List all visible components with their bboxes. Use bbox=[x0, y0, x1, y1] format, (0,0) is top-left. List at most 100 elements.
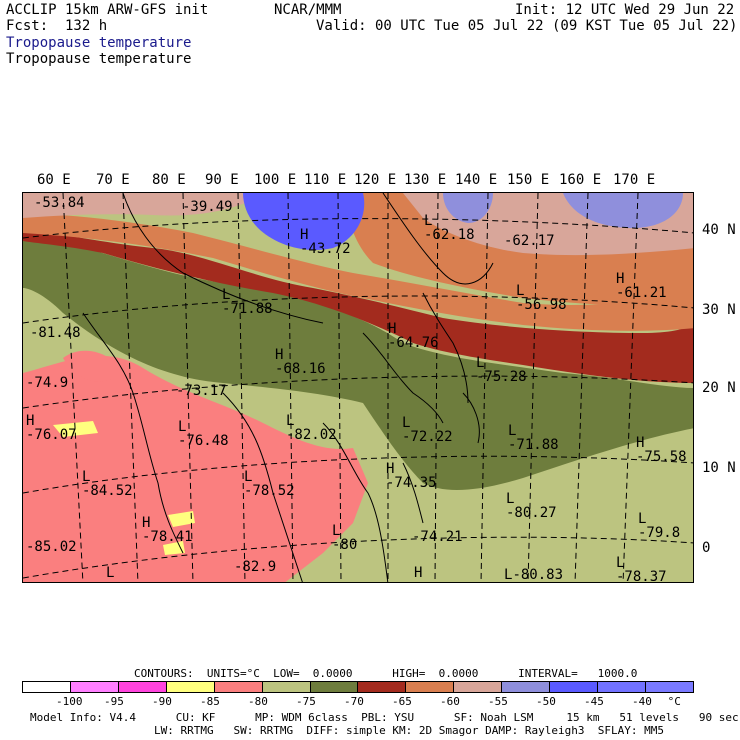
lon-label: 70 E bbox=[96, 172, 130, 188]
map-marker: -85.02 bbox=[26, 540, 77, 554]
lat-label: 30 N bbox=[702, 302, 736, 318]
map-marker: -39.49 bbox=[182, 200, 233, 214]
map-marker: L -62.18 bbox=[424, 214, 475, 242]
marker-value: -72.22 bbox=[402, 429, 453, 445]
map-marker: L -78.52 bbox=[244, 470, 295, 498]
marker-value: -73.17 bbox=[176, 383, 227, 399]
marker-letter: H bbox=[275, 347, 284, 363]
lon-label: 80 E bbox=[152, 172, 186, 188]
marker-letter: H bbox=[388, 321, 397, 337]
physics-info: LW: RRTMG SW: RRTMG DIFF: simple KM: 2D … bbox=[154, 724, 664, 737]
marker-letter: L bbox=[106, 565, 115, 581]
valid-time: Valid: 00 UTC Tue 05 Jul 22 (09 KST Tue … bbox=[316, 18, 738, 34]
lon-label: 110 E bbox=[304, 172, 347, 188]
marker-value: -74.21 bbox=[412, 529, 463, 545]
marker-value: -80 bbox=[332, 537, 358, 553]
marker-value: -80.83 bbox=[512, 567, 564, 583]
colorbar-swatch bbox=[118, 682, 167, 692]
colorbar-label: -60 bbox=[440, 695, 460, 708]
colorbar-label: -100 bbox=[56, 695, 83, 708]
marker-value: -62.17 bbox=[504, 233, 555, 249]
lat-label: 40 N bbox=[702, 222, 736, 238]
marker-letter: L bbox=[516, 283, 525, 299]
marker-letter: H bbox=[636, 435, 645, 451]
map-marker: L -72.22 bbox=[402, 416, 453, 444]
model-info: Model Info: V4.4 CU: KF MP: WDM 6class P… bbox=[30, 711, 739, 724]
lon-label: 170 E bbox=[613, 172, 656, 188]
colorbar-swatch bbox=[502, 682, 551, 692]
marker-letter: L bbox=[286, 413, 295, 429]
colorbar bbox=[22, 681, 694, 693]
colorbar-label: °C bbox=[667, 695, 681, 708]
map-marker: -74.21 bbox=[412, 530, 463, 544]
map-marker: -74.9 bbox=[26, 376, 68, 390]
marker-value: -78.41 bbox=[142, 529, 193, 545]
marker-value: -43.72 bbox=[300, 241, 351, 257]
map-marker: L -56.98 bbox=[516, 284, 567, 312]
map-marker: L -71.88 bbox=[222, 288, 273, 316]
marker-letter: H bbox=[26, 413, 35, 429]
marker-value: -76.48 bbox=[178, 433, 229, 449]
colorbar-swatch bbox=[598, 682, 646, 692]
marker-value: -71.88 bbox=[508, 437, 559, 453]
lon-label: 140 E bbox=[455, 172, 498, 188]
marker-letter: L bbox=[424, 213, 433, 229]
map-marker: L bbox=[106, 566, 114, 580]
marker-value: -78.37 bbox=[616, 569, 667, 585]
colorbar-label: -95 bbox=[104, 695, 124, 708]
map-marker: H -76.07 bbox=[26, 414, 77, 442]
marker-value: -39.49 bbox=[182, 199, 233, 215]
map-marker: L -79.8 bbox=[638, 512, 680, 540]
map-marker: -53.84 bbox=[34, 196, 85, 210]
colorbar-swatch bbox=[214, 682, 263, 692]
forecast-hour: Fcst: 132 h bbox=[6, 18, 108, 34]
map-marker: H -78.41 bbox=[142, 516, 193, 544]
marker-value: -64.76 bbox=[388, 335, 439, 351]
map-marker: H bbox=[414, 566, 422, 580]
lon-label: 120 E bbox=[354, 172, 397, 188]
marker-letter: L bbox=[506, 491, 515, 507]
marker-value: -75.28 bbox=[476, 369, 527, 385]
marker-value: -78.52 bbox=[244, 483, 295, 499]
marker-value: -71.88 bbox=[222, 301, 273, 317]
lat-label: 10 N bbox=[702, 460, 736, 476]
marker-letter: H bbox=[616, 271, 625, 287]
map-marker: L -78.37 bbox=[616, 556, 667, 584]
map-marker: L -82.02 bbox=[286, 414, 337, 442]
marker-value: -84.52 bbox=[82, 483, 133, 499]
colorbar-swatch bbox=[358, 682, 407, 692]
marker-value: -79.8 bbox=[638, 525, 681, 541]
map-marker: -82.9 bbox=[234, 560, 276, 574]
colorbar-swatch bbox=[406, 682, 455, 692]
marker-value: -61.21 bbox=[616, 285, 667, 301]
map-marker: H -74.35 bbox=[386, 462, 437, 490]
init-time: Init: 12 UTC Wed 29 Jun 22 bbox=[515, 2, 735, 18]
map-marker: -73.17 bbox=[176, 384, 227, 398]
map-marker: H -75.58 bbox=[636, 436, 687, 464]
marker-letter: L bbox=[402, 415, 411, 431]
colorbar-label: -55 bbox=[488, 695, 508, 708]
marker-letter: L bbox=[476, 355, 485, 371]
map-marker: L -76.48 bbox=[178, 420, 229, 448]
map-marker: L-80.83 bbox=[504, 568, 563, 582]
map-marker: L -84.52 bbox=[82, 470, 133, 498]
marker-letter: L bbox=[616, 555, 625, 571]
colorbar-label: -45 bbox=[584, 695, 604, 708]
marker-letter: H bbox=[386, 461, 395, 477]
marker-value: -85.02 bbox=[26, 539, 77, 555]
map-marker: L -80 bbox=[332, 524, 357, 552]
colorbar-label: -70 bbox=[344, 695, 364, 708]
colorbar-swatch bbox=[454, 682, 503, 692]
marker-letter: L bbox=[244, 469, 253, 485]
lon-label: 60 E bbox=[37, 172, 71, 188]
marker-letter: H bbox=[414, 565, 423, 581]
field-title-primary: Tropopause temperature bbox=[6, 35, 192, 51]
marker-letter: L bbox=[222, 287, 231, 303]
marker-value: -82.9 bbox=[234, 559, 277, 575]
colorbar-swatch bbox=[70, 682, 119, 692]
map-marker: L -75.28 bbox=[476, 356, 527, 384]
field-title-secondary: Tropopause temperature bbox=[6, 51, 192, 67]
marker-value: -53.84 bbox=[34, 195, 85, 211]
map-marker: -81.48 bbox=[30, 326, 81, 340]
map-marker: H -43.72 bbox=[300, 228, 351, 256]
